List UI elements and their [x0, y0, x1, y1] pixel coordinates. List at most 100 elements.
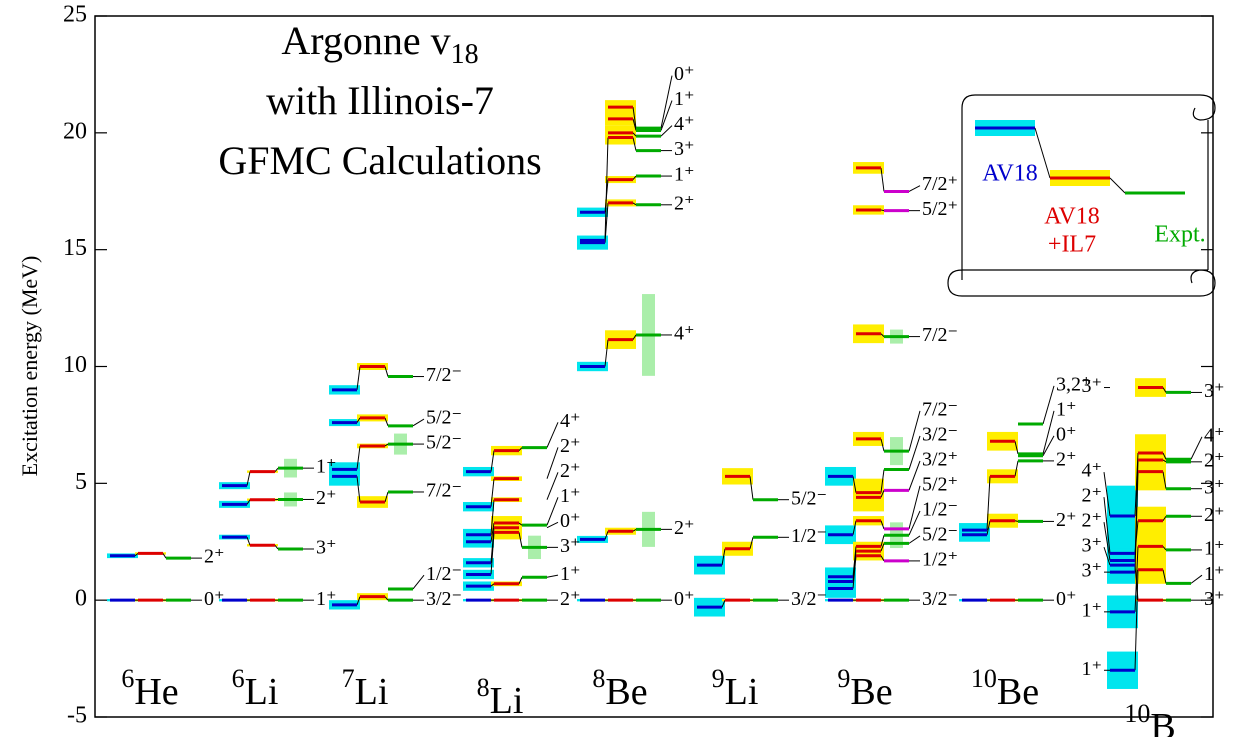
connector — [632, 175, 637, 180]
y-tick-label: -5 — [67, 703, 87, 729]
connector — [632, 107, 637, 129]
connector — [1162, 569, 1167, 584]
connector — [384, 491, 389, 503]
mass-number: 7 — [342, 664, 355, 693]
spin-label: 0⁺ — [560, 510, 581, 532]
spin-label: 1⁺ — [1204, 538, 1225, 560]
connector — [490, 478, 495, 507]
y-tick-label: 15 — [63, 235, 87, 261]
spin-label: 3⁺ — [316, 537, 337, 559]
spin-label: 2⁺ — [1056, 448, 1077, 470]
spin-label: 1/2⁻ — [791, 525, 827, 547]
spin-label: 3,2⁺ — [1056, 373, 1092, 395]
spin-label: 2⁺ — [674, 517, 695, 539]
connector — [1134, 546, 1139, 612]
label-leader — [1190, 574, 1203, 584]
spin-label: 4⁺ — [674, 323, 695, 345]
connector — [1014, 520, 1019, 522]
connector — [384, 417, 389, 427]
chart-title: GFMC Calculations — [218, 138, 541, 183]
mass-number: 9 — [837, 664, 850, 693]
connector — [749, 537, 754, 549]
label-leader — [1042, 410, 1055, 455]
mass-number: 10 — [971, 664, 997, 693]
connector — [632, 528, 637, 532]
y-tick-label: 20 — [63, 118, 87, 144]
connector — [880, 490, 885, 498]
label-leader — [546, 497, 559, 526]
spin-label: 1⁺ — [560, 485, 581, 507]
title-text: Argonne v — [281, 18, 450, 63]
spin-label: 2⁺ — [204, 546, 225, 568]
connector — [246, 536, 251, 546]
spin-label: 0⁺ — [204, 588, 225, 610]
spin-label: 3/2⁻ — [426, 588, 462, 610]
spin-label: 1⁺ — [1056, 398, 1077, 420]
label-leader — [908, 435, 921, 470]
connector — [880, 535, 885, 547]
connector — [274, 467, 279, 472]
legend-label: AV18 — [1044, 204, 1100, 230]
connector — [632, 137, 637, 151]
connector — [518, 577, 523, 585]
nucleus-label: 10Be — [971, 664, 1039, 713]
label-leader — [908, 535, 921, 544]
title-subscript: 18 — [451, 39, 479, 70]
nucleus-label: 6He — [121, 664, 178, 713]
spin-label: 2⁺ — [1204, 504, 1225, 526]
connector — [880, 520, 885, 530]
connector — [356, 596, 361, 606]
connector — [852, 520, 857, 535]
connector — [246, 471, 251, 486]
connector — [490, 499, 495, 535]
nucleus-label: 6Li — [232, 664, 279, 713]
connector — [384, 443, 389, 447]
spin-label: 7/2⁺ — [922, 173, 958, 195]
element-symbol: Li — [355, 671, 389, 713]
connector — [384, 596, 389, 601]
spin-label: 5/2⁻ — [922, 524, 958, 546]
levels — [110, 105, 1191, 672]
mass-number: 6 — [232, 664, 245, 693]
y-axis-label: Excitation energy (MeV) — [17, 256, 42, 477]
label-leader — [908, 485, 921, 530]
connector — [852, 476, 857, 493]
connector — [632, 132, 637, 137]
connectors — [134, 75, 1203, 671]
spin-label: 5/2⁺ — [922, 198, 958, 220]
nucleus-label: 10B — [1124, 699, 1175, 737]
spin-label: 4⁺ — [1204, 424, 1225, 446]
spin-label: 1⁺ — [674, 164, 695, 186]
y-tick-label: 10 — [63, 352, 87, 378]
element-symbol: Be — [850, 671, 892, 713]
spin-label: 2⁺ — [1204, 449, 1225, 471]
connector — [880, 209, 885, 212]
spin-label: 3/2⁺ — [922, 449, 958, 471]
spin-label: 0⁺ — [674, 63, 695, 85]
label-leader — [1103, 497, 1111, 554]
connector — [1134, 452, 1139, 517]
connector — [246, 499, 251, 505]
connector — [880, 438, 885, 452]
connector — [880, 333, 885, 337]
spin-label: 3/2⁻ — [791, 588, 827, 610]
nucleus-label: 7Li — [342, 664, 389, 713]
spin-label: 0⁺ — [1056, 588, 1077, 610]
connector — [749, 476, 754, 500]
connector — [1014, 441, 1019, 455]
connector — [162, 553, 167, 559]
nucleus-label: 9Li — [712, 664, 759, 713]
connector — [632, 334, 637, 340]
y-tick-label: 5 — [75, 469, 87, 495]
spin-label: 5/2⁻ — [791, 487, 827, 509]
label-leader — [660, 125, 673, 137]
connector — [1134, 459, 1139, 561]
label-leader — [660, 75, 673, 129]
spin-label: 3⁺ — [1081, 535, 1102, 557]
connector — [356, 445, 361, 470]
connector — [880, 469, 885, 493]
connector — [604, 137, 609, 241]
element-symbol: Li — [490, 680, 524, 722]
mass-number: 8 — [592, 664, 605, 693]
